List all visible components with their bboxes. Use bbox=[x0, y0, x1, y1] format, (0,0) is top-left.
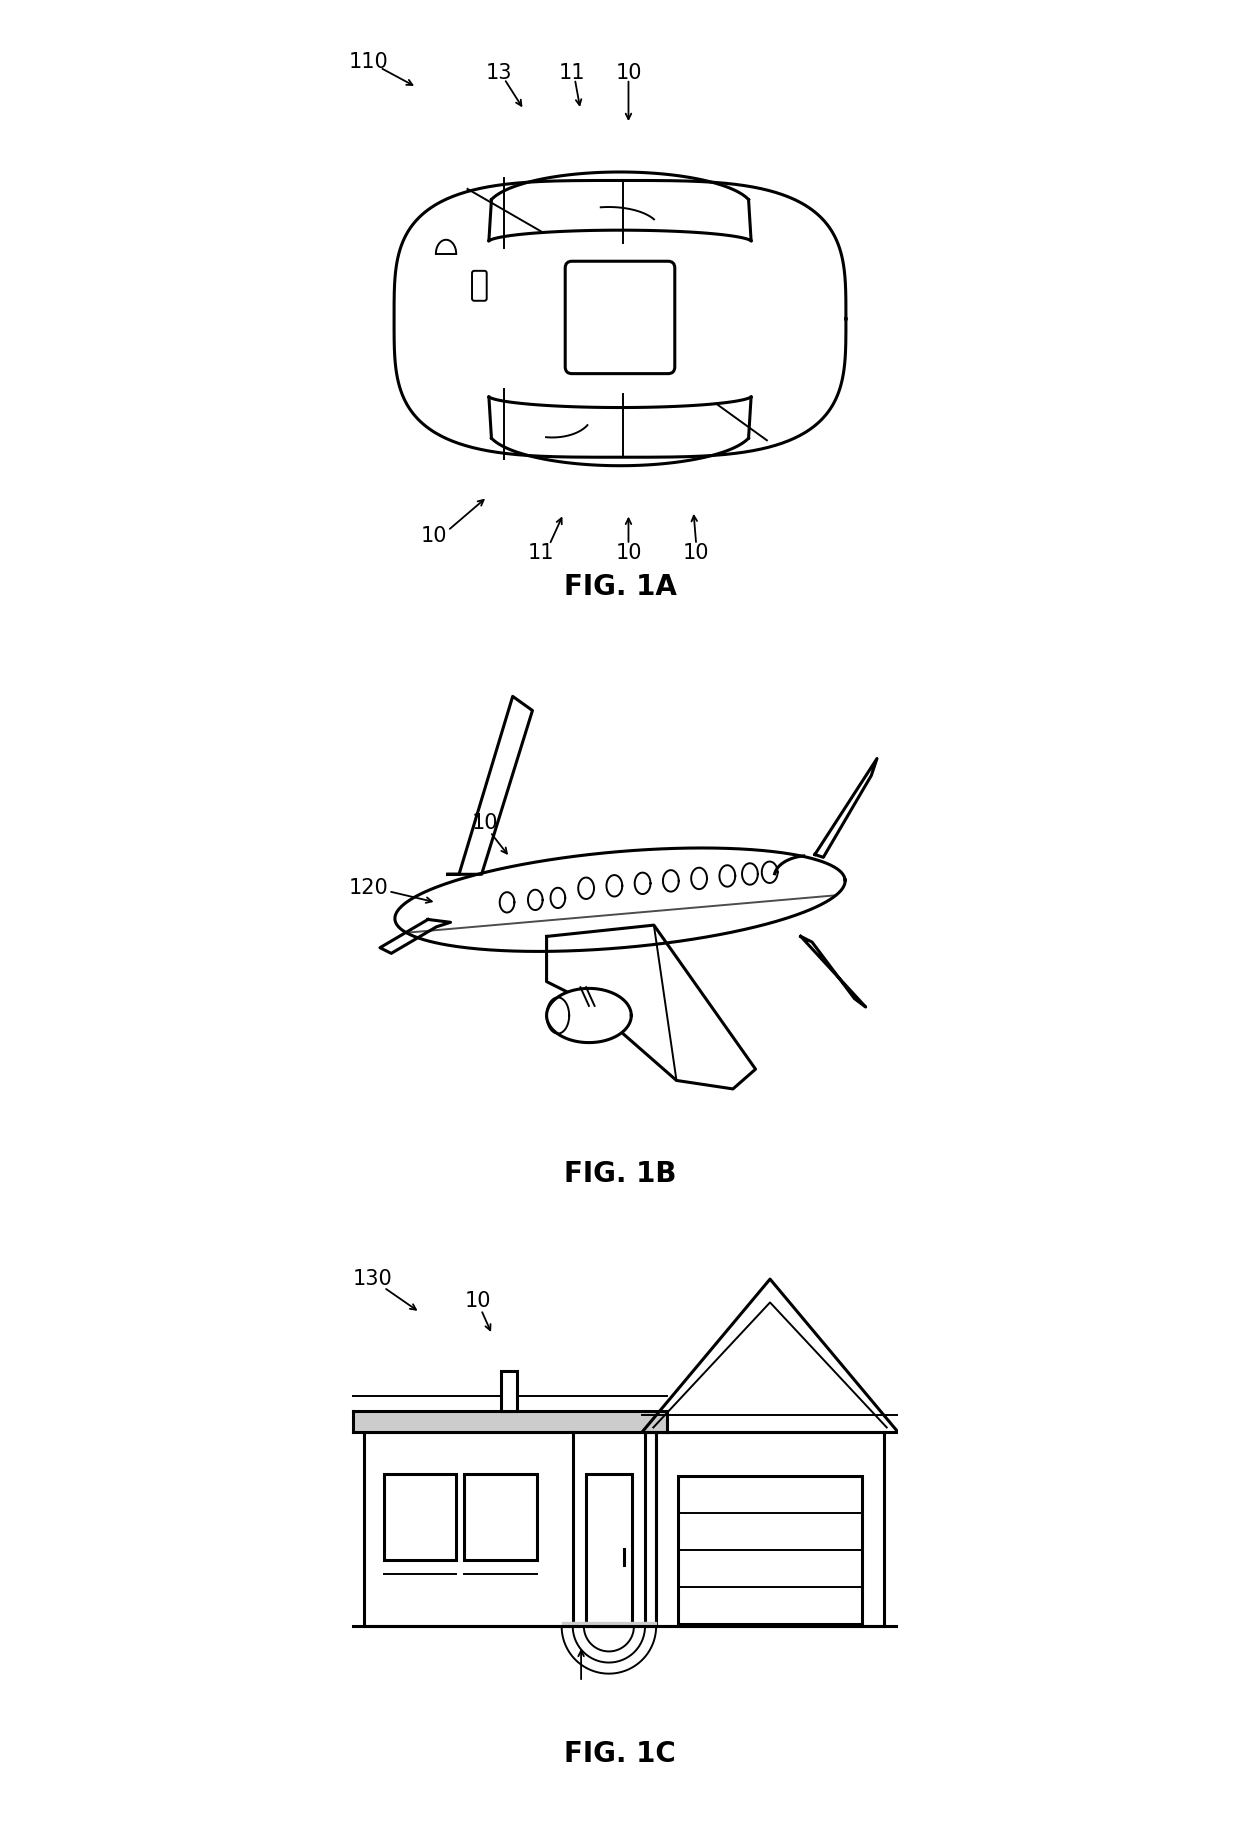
Polygon shape bbox=[547, 988, 631, 1042]
Text: 130: 130 bbox=[353, 1270, 393, 1290]
Polygon shape bbox=[353, 1410, 667, 1432]
Polygon shape bbox=[394, 847, 846, 951]
Polygon shape bbox=[448, 696, 532, 875]
Polygon shape bbox=[585, 1474, 632, 1627]
Text: FIG. 1B: FIG. 1B bbox=[564, 1159, 676, 1188]
Text: 10: 10 bbox=[683, 543, 709, 563]
Text: 10: 10 bbox=[471, 813, 497, 833]
Text: 10: 10 bbox=[420, 527, 446, 547]
Text: 11: 11 bbox=[528, 543, 554, 563]
Text: 10: 10 bbox=[465, 1292, 491, 1312]
Polygon shape bbox=[465, 1474, 537, 1560]
Polygon shape bbox=[562, 1622, 656, 1627]
Text: 11: 11 bbox=[559, 64, 585, 84]
Polygon shape bbox=[501, 1370, 517, 1410]
Text: 13: 13 bbox=[485, 64, 512, 84]
Polygon shape bbox=[379, 920, 450, 953]
Text: FIG. 1A: FIG. 1A bbox=[563, 574, 677, 601]
Text: 10: 10 bbox=[615, 543, 642, 563]
Text: FIG. 1C: FIG. 1C bbox=[564, 1740, 676, 1767]
Polygon shape bbox=[394, 180, 846, 457]
Text: 110: 110 bbox=[348, 51, 388, 71]
Polygon shape bbox=[801, 937, 866, 1008]
Polygon shape bbox=[815, 758, 877, 858]
Polygon shape bbox=[656, 1432, 884, 1627]
Polygon shape bbox=[580, 988, 595, 1006]
Polygon shape bbox=[384, 1474, 456, 1560]
Polygon shape bbox=[547, 926, 755, 1090]
Text: 10: 10 bbox=[615, 64, 642, 84]
Polygon shape bbox=[678, 1476, 862, 1623]
Text: 120: 120 bbox=[348, 878, 388, 898]
Polygon shape bbox=[365, 1432, 656, 1627]
